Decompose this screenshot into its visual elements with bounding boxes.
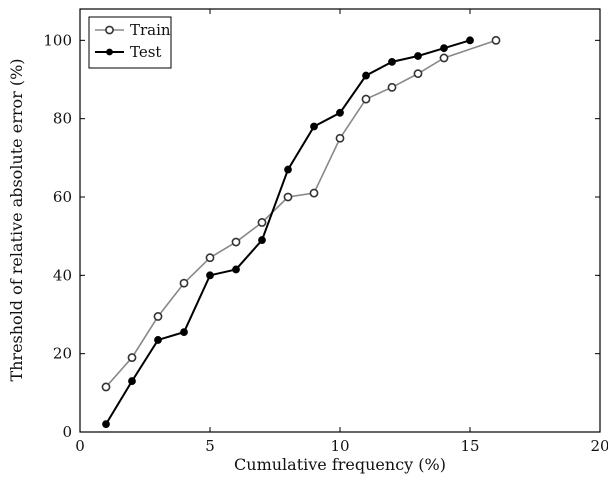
y-tick-label: 0 (62, 423, 72, 441)
data-point-train (257, 218, 267, 227)
x-tick-label: 0 (75, 437, 85, 455)
data-point-train (413, 69, 423, 79)
data-point-train (205, 253, 215, 263)
data-point-test (362, 71, 370, 80)
y-tick-label: 80 (53, 110, 72, 128)
series-layer (101, 35, 501, 429)
data-point-train (179, 278, 189, 288)
legend-items: Train Test (95, 21, 171, 61)
data-point-train (231, 237, 241, 247)
data-point-train (283, 192, 293, 202)
data-point-test (232, 265, 240, 274)
series-train (101, 35, 501, 392)
data-point-test (206, 271, 214, 280)
data-point-test (128, 377, 136, 385)
legend-swatch-marker-test (106, 48, 113, 56)
x-axis-ticks: 0 5 10 15 20 (75, 9, 608, 455)
data-point-train (153, 312, 163, 321)
y-axis-ticks: 0 20 40 60 80 100 (43, 31, 600, 441)
series-test (102, 36, 474, 429)
legend-box (88, 16, 172, 69)
x-tick-label: 10 (330, 437, 349, 455)
x-tick-label: 5 (205, 437, 215, 455)
y-tick-label: 20 (53, 345, 72, 363)
data-point-test (466, 36, 474, 45)
data-point-test (258, 236, 266, 244)
legend-label-test: Test (130, 43, 161, 61)
y-tick-label: 60 (53, 188, 72, 206)
legend-label-train: Train (130, 21, 171, 39)
x-tick-label: 20 (590, 437, 608, 455)
plot-area (79, 8, 601, 433)
legend-swatch-marker-train (105, 25, 114, 35)
data-point-train (491, 35, 501, 45)
data-point-test (102, 420, 110, 429)
y-axis-title: Threshold of relative absolute error (%) (7, 58, 26, 381)
data-point-test (310, 122, 318, 131)
data-point-train (309, 188, 319, 198)
data-point-train (127, 353, 137, 362)
data-point-test (336, 108, 344, 117)
data-point-test (414, 52, 422, 60)
data-point-test (180, 328, 188, 337)
data-point-test (284, 165, 292, 174)
x-tick-label: 15 (460, 437, 479, 455)
data-point-train (387, 82, 397, 92)
y-tick-label: 40 (53, 266, 72, 284)
data-point-train (335, 133, 345, 143)
data-point-train (439, 53, 449, 63)
data-point-train (101, 382, 111, 392)
data-point-train (361, 94, 371, 104)
legend: Train Test (88, 16, 172, 69)
data-point-test (388, 57, 396, 66)
x-axis-title: Cumulative frequency (%) (234, 455, 446, 474)
y-tick-label: 100 (43, 31, 72, 49)
data-point-test (154, 336, 162, 344)
data-point-test (440, 44, 448, 53)
